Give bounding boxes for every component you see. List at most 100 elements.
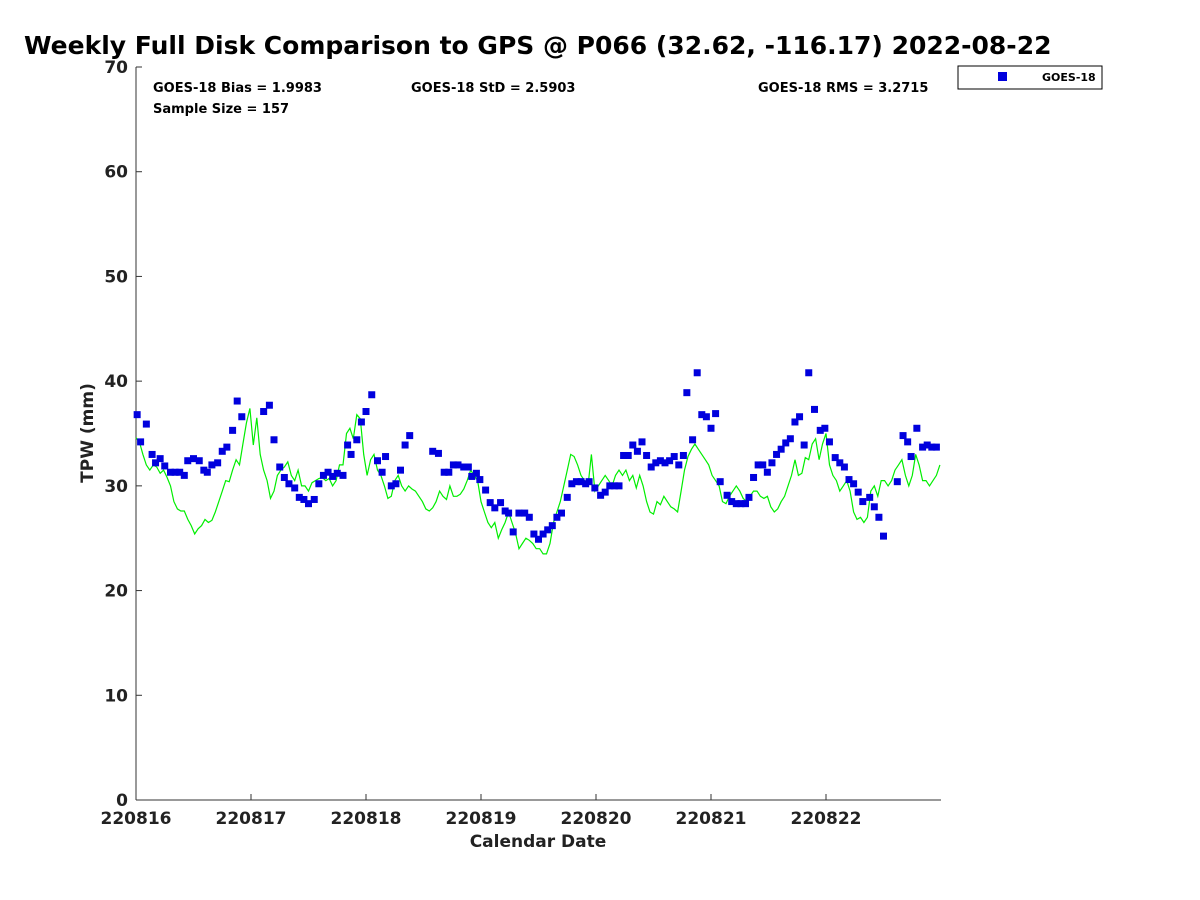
annotation-bias: GOES-18 Bias = 1.9983 xyxy=(153,81,322,96)
goes-18-point xyxy=(280,473,288,481)
annotation-sample-size: Sample Size = 157 xyxy=(153,102,289,117)
goes-18-point xyxy=(624,451,632,459)
x-tick-label: 220820 xyxy=(561,809,632,829)
goes-18-point xyxy=(305,500,312,508)
goes-18-point xyxy=(875,513,883,521)
goes-18-point xyxy=(859,498,867,506)
series-points-group xyxy=(133,369,940,543)
goes-18-point xyxy=(347,450,355,458)
goes-18-point xyxy=(893,478,901,486)
goes-18-point xyxy=(530,530,538,538)
goes-18-point xyxy=(148,450,156,458)
goes-18-point xyxy=(315,480,323,488)
goes-18-point xyxy=(434,449,442,457)
goes-18-point xyxy=(142,420,150,428)
goes-18-point xyxy=(472,469,480,477)
goes-18-point xyxy=(712,410,720,418)
goes-18-point xyxy=(491,504,499,512)
goes-18-point xyxy=(670,453,678,461)
goes-18-point xyxy=(291,484,299,492)
y-ticks: 0 10 20 30 40 50 60 70 xyxy=(104,58,142,811)
goes-18-point xyxy=(816,426,824,434)
goes-18-point xyxy=(675,461,683,469)
goes-18-point xyxy=(324,468,332,476)
goes-18-point xyxy=(521,509,529,517)
goes-18-point xyxy=(629,441,637,449)
goes-18-point xyxy=(392,480,400,488)
goes-18-point xyxy=(904,438,912,446)
goes-18-point xyxy=(563,493,571,501)
goes-18-point xyxy=(190,455,197,463)
goes-18-point xyxy=(754,461,762,469)
x-tick-label: 220821 xyxy=(676,809,747,829)
goes-18-point xyxy=(723,491,731,499)
goes-18-point xyxy=(899,432,907,440)
goes-18-point xyxy=(203,468,211,476)
plot-area xyxy=(135,67,941,801)
goes-18-point xyxy=(732,500,740,508)
goes-18-point xyxy=(661,459,669,467)
goes-18-point xyxy=(679,451,687,459)
goes-18-point xyxy=(233,397,241,405)
goes-18-point xyxy=(319,471,327,479)
x-tick-label: 220818 xyxy=(331,809,402,829)
goes-18-point xyxy=(464,463,472,471)
y-tick-label: 40 xyxy=(104,372,128,392)
goes-18-point xyxy=(615,482,623,490)
goes-18-point xyxy=(845,476,853,484)
goes-18-point xyxy=(460,463,468,471)
goes-18-point xyxy=(773,450,781,458)
goes-18-point xyxy=(913,424,921,432)
goes-18-point xyxy=(353,436,361,444)
goes-18-point xyxy=(544,526,552,534)
goes-18-point xyxy=(167,468,174,476)
goes-18-point xyxy=(180,471,188,479)
goes-18-point xyxy=(553,513,561,521)
goes-18-point xyxy=(831,454,839,462)
goes-18-point xyxy=(382,453,390,461)
goes-18-point xyxy=(285,480,293,488)
goes-18-point xyxy=(880,532,887,540)
goes-18-point xyxy=(716,478,724,486)
goes-18-point xyxy=(577,478,585,486)
goes-18-point xyxy=(344,441,352,449)
goes-18-point xyxy=(928,443,936,451)
goes-18-point xyxy=(476,476,484,484)
annotation-std: GOES-18 StD = 2.5903 xyxy=(411,81,575,96)
goes-18-point xyxy=(768,459,776,467)
goes-18-point xyxy=(597,491,605,499)
goes-18-point xyxy=(214,459,222,467)
goes-18-point xyxy=(171,468,179,476)
goes-18-point xyxy=(440,468,448,476)
legend-box xyxy=(957,65,1103,90)
goes-18-point xyxy=(362,408,370,416)
goes-18-point xyxy=(702,413,710,421)
y-tick-label: 20 xyxy=(104,582,128,602)
goes-18-point xyxy=(811,405,818,413)
goes-18-point xyxy=(223,443,231,451)
y-axis-label: TPW (mm) xyxy=(78,383,98,483)
x-axis-label: Calendar Date xyxy=(470,832,607,852)
goes-18-point xyxy=(238,413,246,421)
goes-18-point xyxy=(368,391,376,399)
goes-18-point xyxy=(572,478,580,486)
goes-18-point xyxy=(606,482,614,490)
goes-18-point xyxy=(468,472,476,480)
legend: GOES-18 xyxy=(957,65,1103,90)
goes-18-point xyxy=(850,480,858,488)
goes-18-point xyxy=(796,413,804,421)
goes-18-point xyxy=(836,459,844,467)
y-tick-label: 10 xyxy=(104,686,128,706)
goes-18-point xyxy=(176,468,184,476)
y-tick-label: 70 xyxy=(104,58,128,78)
goes-18-point xyxy=(728,498,736,506)
goes-18-point xyxy=(707,424,715,432)
goes-18-point xyxy=(184,457,192,465)
goes-18-point xyxy=(840,463,848,471)
goes-18-point xyxy=(647,463,655,471)
goes-18-point xyxy=(866,493,874,501)
goes-18-point xyxy=(548,522,556,530)
x-tick-label: 220817 xyxy=(216,809,287,829)
goes-18-point xyxy=(137,438,145,446)
y-tick-label: 0 xyxy=(116,791,128,811)
